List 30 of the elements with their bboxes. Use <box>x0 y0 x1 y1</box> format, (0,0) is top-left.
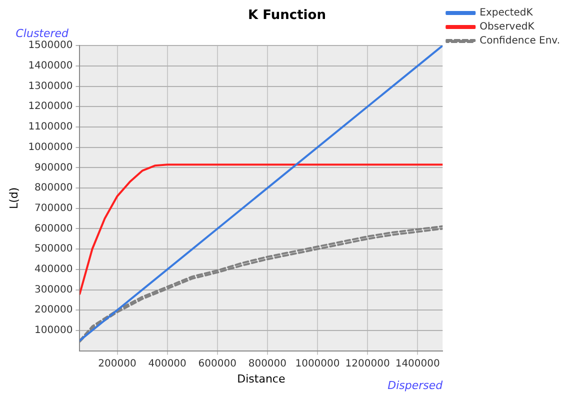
x-tick-label: 200000 <box>98 358 136 370</box>
y-tick-label: 600000 <box>34 223 73 234</box>
x-tick-label: 1200000 <box>345 358 390 370</box>
y-tick-label: 1100000 <box>28 122 73 133</box>
legend-label: Confidence Env. <box>480 36 560 47</box>
y-tick-label: 700000 <box>34 202 73 214</box>
y-tick-label: 1200000 <box>28 101 73 112</box>
y-tick-label: 100000 <box>34 325 73 336</box>
y-tick-label: 500000 <box>34 244 73 255</box>
y-tick-label: 300000 <box>34 284 73 296</box>
y-axis-title: L(d) <box>7 187 20 210</box>
y-tick-label: 1400000 <box>28 60 73 72</box>
x-tick-label: 1400000 <box>395 358 440 370</box>
legend-label: ObservedK <box>480 22 535 33</box>
x-axis-title: Distance <box>237 372 286 386</box>
legend-label: ExpectedK <box>480 8 534 19</box>
text: Clustered <box>16 26 70 40</box>
y-tick-label: 200000 <box>34 304 73 316</box>
y-tick-label: 1300000 <box>28 80 73 92</box>
y-tick-label: 800000 <box>34 182 73 194</box>
x-tick-label: 400000 <box>148 358 186 370</box>
x-tick-label: 800000 <box>248 358 287 370</box>
x-tick-label: 600000 <box>198 358 236 370</box>
y-tick-label: 1000000 <box>28 142 73 153</box>
y-tick-label: 400000 <box>34 264 73 276</box>
y-tick-label: 1500000 <box>28 40 73 52</box>
x-tick-label: 1000000 <box>295 358 340 370</box>
chart-title: K Function <box>248 8 326 24</box>
y-tick-label: 900000 <box>34 162 73 174</box>
text: Dispersed <box>388 379 444 392</box>
